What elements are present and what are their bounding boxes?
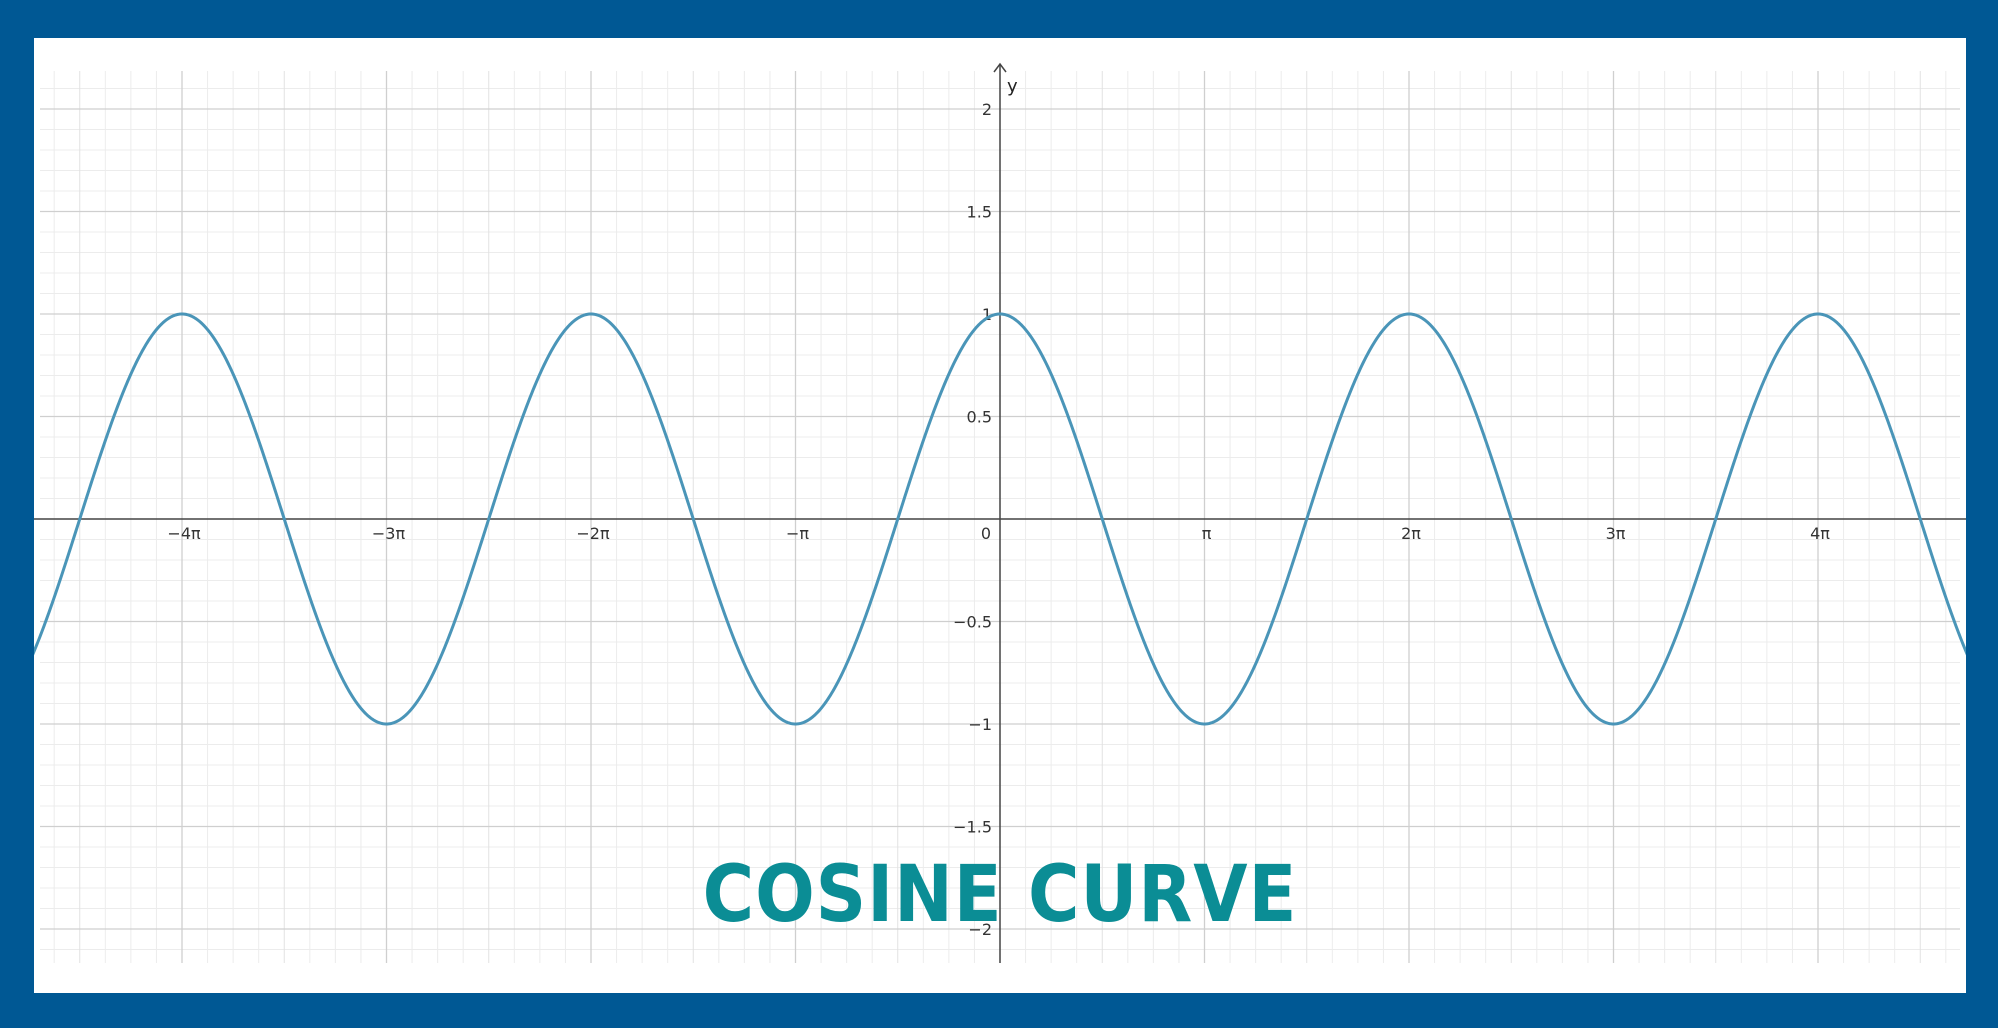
chart-plot: y −4π −3π −2π −π π 2π 3π 4π021.510.5−0.5−1−1.5−… bbox=[34, 62, 1966, 963]
y-tick-label: 1.5 bbox=[967, 203, 992, 222]
x-tick-label: 4π bbox=[1810, 524, 1830, 543]
x-tick-label: −2π bbox=[576, 524, 610, 543]
x-tick-label: −3π bbox=[372, 524, 406, 543]
y-tick-label: 0.5 bbox=[967, 408, 992, 427]
cosine-series-line bbox=[34, 312, 1966, 726]
y-tick-label: −1.5 bbox=[953, 818, 992, 837]
x-tick-label: 3π bbox=[1606, 524, 1626, 543]
x-tick-label: −π bbox=[786, 524, 809, 543]
y-tick-label: −1 bbox=[968, 715, 992, 734]
y-axis-label: y bbox=[1007, 76, 1018, 97]
axes: y bbox=[34, 62, 1966, 963]
y-tick-label: −0.5 bbox=[953, 613, 992, 632]
x-tick-label: π bbox=[1202, 524, 1212, 543]
curve-layer bbox=[34, 312, 1966, 726]
origin-label: 0 bbox=[981, 524, 991, 543]
x-tick-label: −4π bbox=[167, 524, 201, 543]
y-tick-label: −2 bbox=[968, 920, 992, 939]
chart-frame: y −4π −3π −2π −π π 2π 3π 4π 0 2 1.5 1 0.5 −0.5 −1 −1.5−… bbox=[34, 38, 1966, 993]
y-tick-label: 1 bbox=[982, 305, 992, 324]
y-axis-arrow bbox=[993, 62, 1007, 73]
tick-labels: −4π −3π −2π −π π 2π 3π 4π 0 2 1.5 1 0.5 −0.5 −1 −1.5 −2 bbox=[167, 100, 1830, 939]
chart-title: COSINE CURVE bbox=[702, 850, 1298, 940]
x-tick-label: 2π bbox=[1401, 524, 1421, 543]
y-tick-label: 2 bbox=[982, 100, 992, 119]
